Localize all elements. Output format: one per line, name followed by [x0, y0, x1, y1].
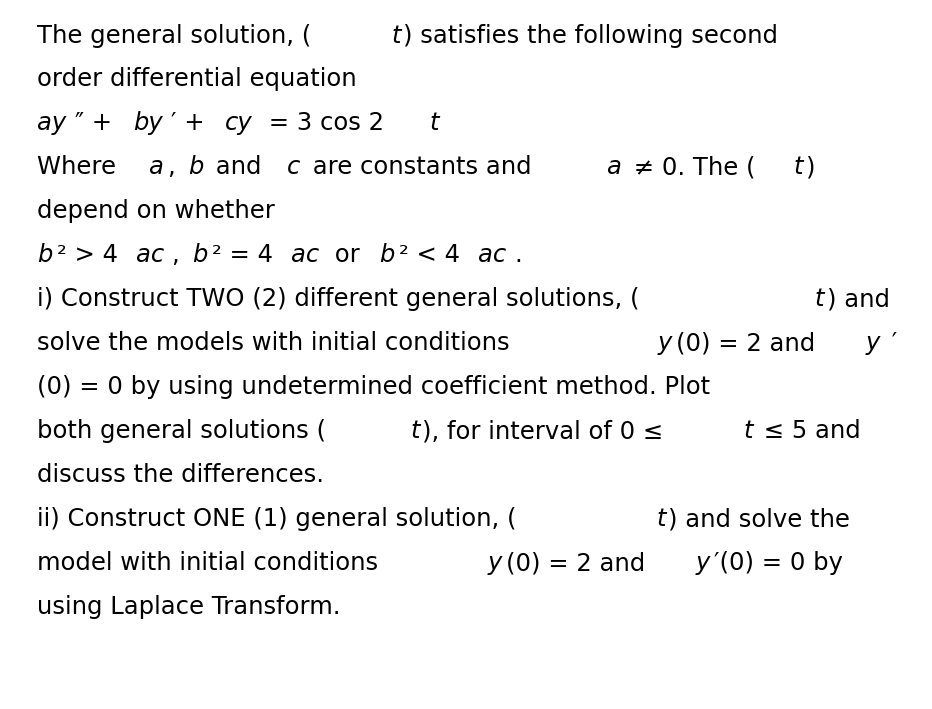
Text: b: b	[192, 243, 208, 267]
Text: b: b	[379, 243, 395, 267]
Text: (0) = 0 by using undetermined coefficient method. Plot: (0) = 0 by using undetermined coefficien…	[37, 375, 710, 399]
Text: solve the models with initial conditions: solve the models with initial conditions	[37, 331, 517, 355]
Text: ′ +: ′ +	[171, 111, 212, 135]
Text: b: b	[37, 243, 52, 267]
Text: t: t	[430, 111, 439, 135]
Text: ² > 4: ² > 4	[57, 243, 118, 267]
Text: ″ +: ″ +	[75, 111, 120, 135]
Text: t: t	[815, 287, 824, 311]
Text: t: t	[410, 419, 419, 443]
Text: ′: ′	[884, 331, 898, 355]
Text: c: c	[287, 155, 301, 179]
Text: ² < 4: ² < 4	[400, 243, 460, 267]
Text: cy: cy	[225, 111, 253, 135]
Text: t: t	[656, 507, 665, 531]
Text: using Laplace Transform.: using Laplace Transform.	[37, 595, 341, 619]
Text: i) Construct TWO (2) different general solutions, (: i) Construct TWO (2) different general s…	[37, 287, 639, 311]
Text: ii) Construct ONE (1) general solution, (: ii) Construct ONE (1) general solution, …	[37, 507, 516, 531]
Text: and: and	[208, 155, 269, 179]
Text: ≠ 0. The (: ≠ 0. The (	[626, 155, 756, 179]
Text: b: b	[188, 155, 204, 179]
Text: model with initial conditions: model with initial conditions	[37, 551, 386, 575]
Text: t: t	[744, 419, 753, 443]
Text: t: t	[391, 23, 401, 48]
Text: ² = 4: ² = 4	[212, 243, 273, 267]
Text: discuss the differences.: discuss the differences.	[37, 463, 324, 487]
Text: y: y	[865, 331, 880, 355]
Text: ,: ,	[172, 243, 187, 267]
Text: or: or	[327, 243, 368, 267]
Text: Where: Where	[37, 155, 124, 179]
Text: depend on whether: depend on whether	[37, 199, 275, 223]
Text: y: y	[487, 551, 501, 575]
Text: The general solution, (: The general solution, (	[37, 23, 311, 48]
Text: ,: ,	[169, 155, 184, 179]
Text: ) and: ) and	[827, 287, 890, 311]
Text: ac: ac	[478, 243, 506, 267]
Text: are constants and: are constants and	[305, 155, 539, 179]
Text: a: a	[607, 155, 622, 179]
Text: both general solutions (: both general solutions (	[37, 419, 326, 443]
Text: by: by	[133, 111, 163, 135]
Text: ), for interval of 0 ≤: ), for interval of 0 ≤	[422, 419, 671, 443]
Text: ) satisfies the following second: ) satisfies the following second	[404, 23, 778, 48]
Text: a: a	[149, 155, 164, 179]
Text: ′(0) = 0 by: ′(0) = 0 by	[714, 551, 843, 575]
Text: (0) = 2 and: (0) = 2 and	[506, 551, 653, 575]
Text: y: y	[695, 551, 710, 575]
Text: y: y	[657, 331, 671, 355]
Text: (0) = 2 and: (0) = 2 and	[676, 331, 823, 355]
Text: ) and solve the: ) and solve the	[668, 507, 850, 531]
Text: ay: ay	[37, 111, 66, 135]
Text: = 3 cos 2: = 3 cos 2	[261, 111, 391, 135]
Text: t: t	[793, 155, 802, 179]
Text: ac: ac	[291, 243, 319, 267]
Text: ): )	[805, 155, 815, 179]
Text: ac: ac	[136, 243, 164, 267]
Text: ≤ 5 and: ≤ 5 and	[756, 419, 861, 443]
Text: .: .	[514, 243, 522, 267]
Text: order differential equation: order differential equation	[37, 67, 357, 91]
